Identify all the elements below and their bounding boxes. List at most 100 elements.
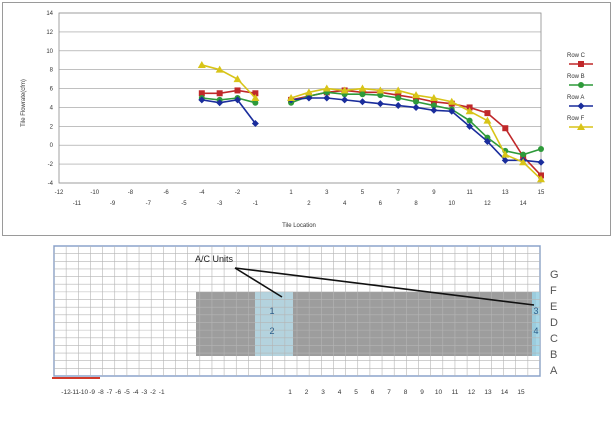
- row-label: E: [550, 301, 557, 313]
- data-point: [377, 92, 384, 99]
- data-point: [501, 156, 509, 164]
- column-label: -4: [133, 389, 139, 396]
- column-label: 2: [305, 389, 309, 396]
- x-tick-label: -9: [110, 201, 116, 207]
- y-tick-label: 8: [50, 68, 54, 74]
- y-tick-label: 10: [46, 49, 53, 55]
- column-label: -3: [141, 389, 147, 396]
- column-label: -12: [61, 389, 71, 396]
- data-point: [358, 84, 367, 92]
- data-point: [198, 96, 206, 104]
- x-tick-label: 6: [379, 201, 383, 207]
- data-point: [198, 90, 205, 97]
- column-label: 12: [468, 389, 476, 396]
- data-point: [466, 117, 473, 124]
- data-point: [305, 94, 313, 102]
- x-tick-label: -3: [217, 201, 223, 207]
- column-label: 10: [435, 389, 443, 396]
- x-axis-title: Tile Location: [282, 223, 316, 229]
- series-line: [201, 97, 256, 104]
- y-axis-title: Tile Flowrate(cfm): [21, 79, 27, 127]
- legend-label: Row B: [567, 74, 585, 80]
- column-label: 5: [354, 389, 358, 396]
- column-label: 4: [338, 389, 342, 396]
- data-point: [519, 158, 528, 166]
- x-tick-label: 11: [466, 190, 473, 196]
- row-label: A: [550, 365, 558, 377]
- floor-plan: 1 2 3 4 G F E D C B A -12 -11 -10 -9 -8 -7 -6 -5 -4 -3 -2 -1 1 2…: [50, 244, 564, 402]
- callout-arrow: [234, 267, 283, 298]
- data-point: [252, 99, 259, 106]
- x-tick-label: -1: [253, 201, 259, 207]
- y-tick-label: 14: [46, 11, 53, 17]
- y-tick-label: -2: [48, 162, 54, 168]
- data-point: [466, 122, 474, 130]
- row-label: D: [550, 317, 558, 329]
- y-tick-label: 0: [50, 143, 54, 149]
- ac-units-callout: A/C Units: [195, 254, 234, 264]
- ac-unit-label: 1: [269, 306, 274, 316]
- ac-unit-label: 2: [269, 326, 274, 336]
- data-point: [287, 94, 296, 101]
- data-point: [341, 96, 349, 104]
- legend-label: Row A: [567, 95, 584, 101]
- column-label: -7: [107, 389, 113, 396]
- data-point: [234, 96, 242, 104]
- y-tick-label: 12: [46, 30, 53, 36]
- data-point: [216, 99, 224, 107]
- data-point: [483, 137, 491, 145]
- data-point: [215, 65, 224, 73]
- y-tick-label: 2: [50, 124, 54, 130]
- legend-marker: [578, 82, 584, 88]
- data-point: [197, 60, 206, 68]
- data-point: [394, 86, 403, 94]
- column-label: 15: [517, 389, 525, 396]
- data-point: [465, 107, 474, 115]
- legend-marker: [578, 61, 584, 67]
- data-point: [394, 102, 402, 110]
- column-label: 1: [288, 389, 292, 396]
- legend-marker: [577, 102, 585, 110]
- y-tick-label: 6: [50, 87, 54, 93]
- x-tick-label: 10: [448, 201, 455, 207]
- x-tick-label: 12: [484, 201, 491, 207]
- x-tick-label: -12: [55, 190, 64, 196]
- data-point: [395, 95, 402, 101]
- x-tick-label: 13: [502, 190, 509, 196]
- column-label: -6: [115, 389, 121, 396]
- series-line: [201, 99, 257, 124]
- data-point: [430, 102, 437, 109]
- data-point: [323, 94, 331, 102]
- x-tick-label: -6: [163, 190, 169, 196]
- data-point: [252, 90, 259, 97]
- legend-label: Row C: [567, 53, 586, 59]
- data-point: [501, 150, 510, 158]
- data-point: [376, 100, 384, 108]
- y-tick-label: -4: [48, 181, 54, 187]
- data-point: [340, 86, 349, 94]
- data-point: [483, 116, 492, 124]
- data-point: [376, 86, 385, 94]
- data-point: [358, 98, 366, 106]
- data-point: [448, 107, 456, 115]
- column-label: 7: [387, 389, 391, 396]
- data-point: [322, 84, 331, 92]
- column-label: -1: [159, 389, 165, 396]
- x-tick-label: -8: [128, 190, 134, 196]
- x-tick-label: -10: [90, 190, 99, 196]
- x-tick-label: 14: [520, 201, 527, 207]
- flowrate-chart: 14 12 10 8 6 4 2 0 -2 -4 -12 -10 -8 -6 -4 -2 1 3 5 7 9 11 13 15…: [2, 2, 611, 236]
- data-point: [412, 91, 421, 99]
- column-label: -11: [70, 389, 79, 396]
- column-label: 6: [371, 389, 375, 396]
- x-tick-label: 2: [307, 201, 311, 207]
- data-point: [413, 98, 420, 105]
- data-point: [359, 91, 366, 98]
- x-tick-label: 5: [361, 190, 365, 196]
- data-point: [537, 175, 545, 183]
- data-point: [412, 103, 420, 111]
- x-tick-label: -5: [181, 201, 187, 207]
- column-label: 3: [321, 389, 325, 396]
- rack-area: [196, 292, 536, 356]
